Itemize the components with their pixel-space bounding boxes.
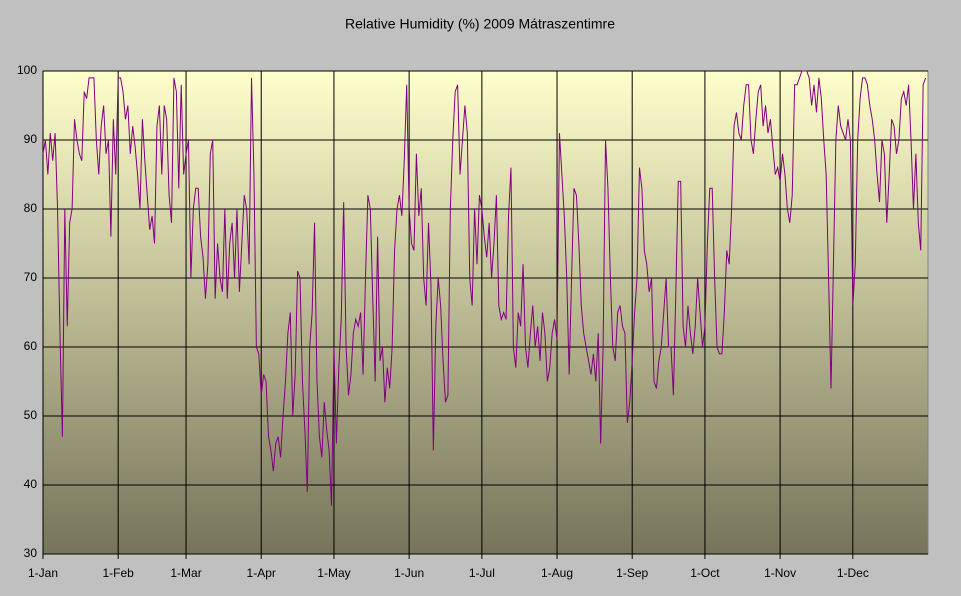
- y-tick-label: 30: [24, 546, 38, 560]
- x-tick-label: 1-Sep: [616, 566, 648, 580]
- y-tick-label: 100: [17, 63, 37, 77]
- x-tick-label: 1-Apr: [247, 566, 276, 580]
- x-tick-label: 1-Aug: [541, 566, 573, 580]
- plot-area: [42, 70, 929, 555]
- x-tick-label: 1-Oct: [690, 566, 720, 580]
- x-tick-label: 1-Dec: [837, 566, 869, 580]
- y-tick-label: 80: [24, 201, 38, 215]
- x-tick-label: 1-Mar: [170, 566, 201, 580]
- y-tick-label: 40: [24, 477, 38, 491]
- y-tick-label: 50: [24, 408, 38, 422]
- x-tick-label: 1-Nov: [764, 566, 796, 580]
- y-tick-label: 60: [24, 339, 38, 353]
- x-tick-label: 1-Feb: [102, 566, 134, 580]
- y-tick-label: 90: [24, 132, 38, 146]
- x-tick-label: 1-May: [317, 566, 350, 580]
- x-tick-label: 1-Jul: [469, 566, 495, 580]
- y-tick-label: 70: [24, 270, 38, 284]
- data-line: [42, 70, 927, 506]
- chart-title: Relative Humidity (%) 2009 Mátraszentimr…: [345, 16, 615, 32]
- x-tick-label: 1-Jan: [28, 566, 58, 580]
- x-tick-label: 1-Jun: [394, 566, 424, 580]
